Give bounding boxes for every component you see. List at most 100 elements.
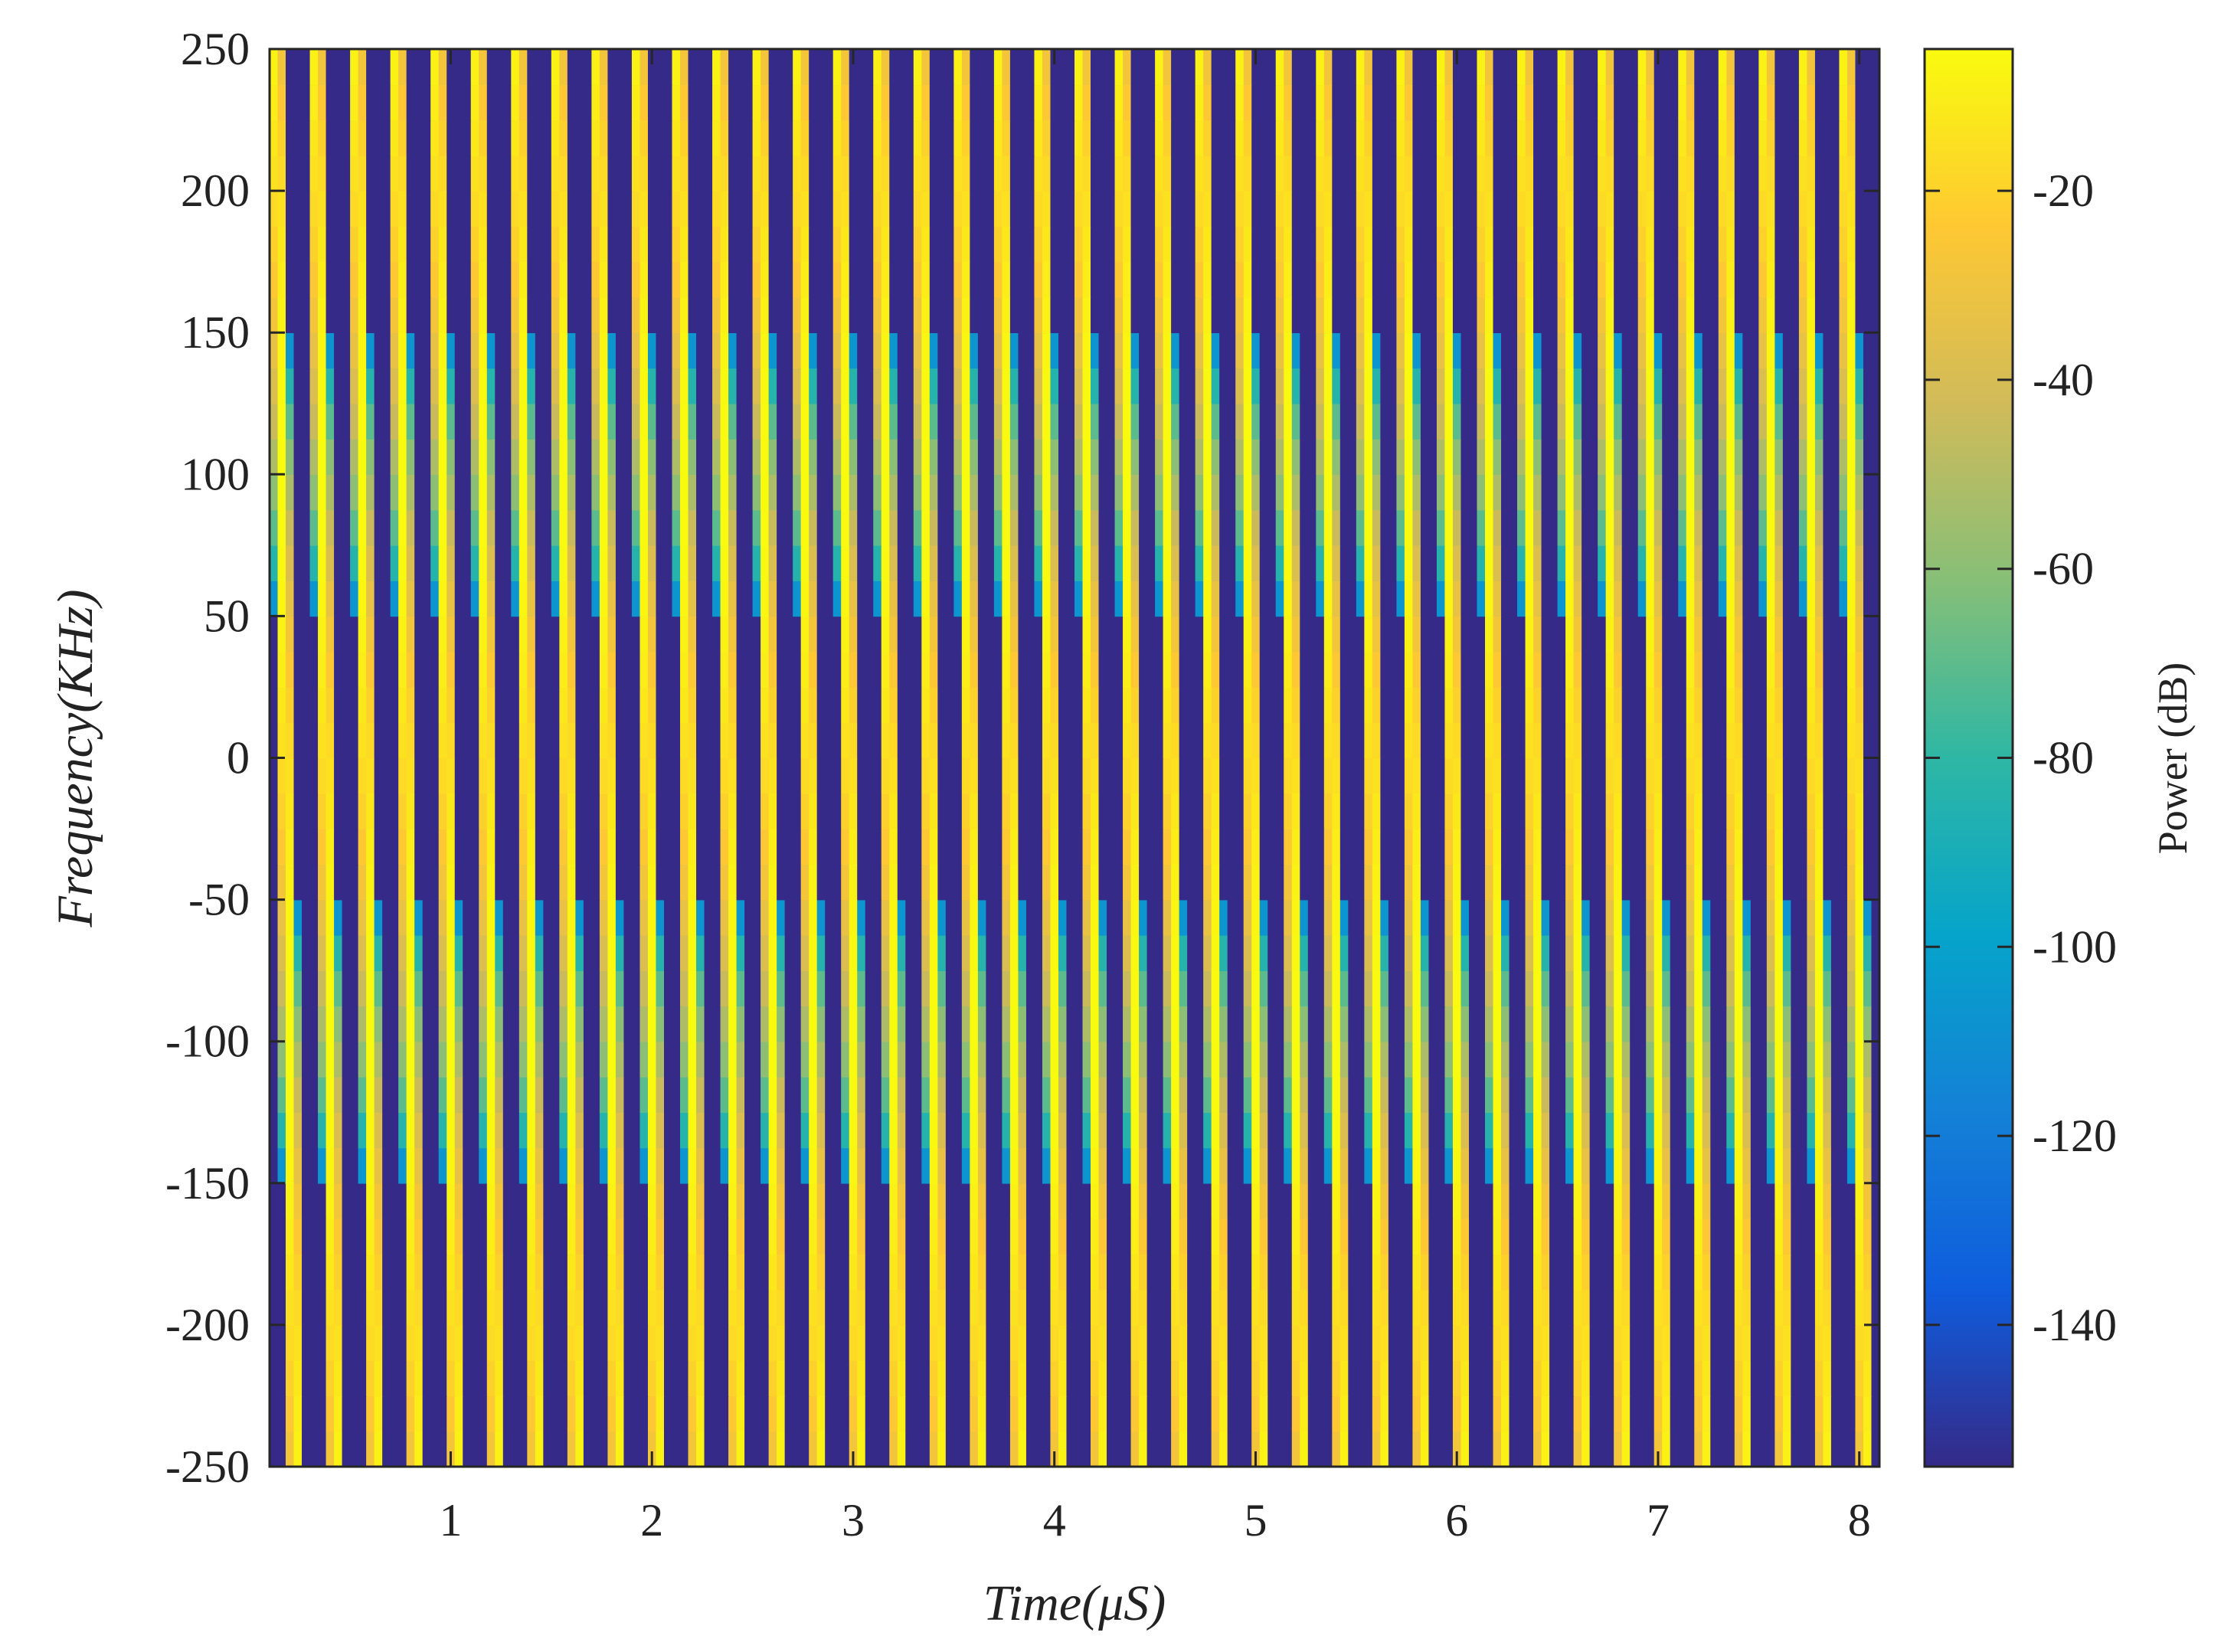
- heatmap-cell: [1549, 1360, 1559, 1397]
- heatmap-cell: [993, 1041, 1003, 1078]
- heatmap-cell: [680, 1360, 689, 1397]
- heatmap-cell: [1477, 864, 1486, 901]
- heatmap-cell: [1791, 864, 1800, 901]
- heatmap-cell: [752, 829, 761, 865]
- heatmap-cell: [1477, 1289, 1486, 1326]
- heatmap-cell: [502, 1041, 512, 1078]
- heatmap-cell: [567, 581, 577, 617]
- heatmap-cell: [1146, 757, 1156, 794]
- heatmap-cell: [1163, 1431, 1172, 1467]
- heatmap-cell: [1581, 1147, 1591, 1184]
- heatmap-cell: [1339, 722, 1349, 759]
- heatmap-cell: [1002, 1076, 1011, 1114]
- heatmap-cell: [752, 1112, 761, 1149]
- heatmap-cell: [1581, 651, 1591, 688]
- heatmap-cell: [1412, 1112, 1421, 1149]
- heatmap-cell: [527, 829, 536, 865]
- heatmap-cell: [656, 1006, 665, 1042]
- heatmap-cell: [551, 722, 561, 759]
- heatmap-cell: [446, 1006, 456, 1042]
- heatmap-cell: [1509, 616, 1518, 653]
- heatmap-cell: [1372, 899, 1382, 936]
- heatmap-cell: [615, 1076, 625, 1114]
- heatmap-cell: [720, 1360, 729, 1397]
- heatmap-cell: [1830, 934, 1840, 971]
- heatmap-cell: [961, 899, 971, 936]
- heatmap-cell: [1211, 1076, 1220, 1114]
- heatmap-cell: [993, 934, 1003, 971]
- heatmap-cell: [1187, 1147, 1196, 1184]
- heatmap-cell: [1082, 970, 1091, 1007]
- heatmap-cell: [1614, 1431, 1623, 1467]
- heatmap-cell: [1726, 1324, 1735, 1361]
- heatmap-cell: [744, 1147, 754, 1184]
- heatmap-cell: [1130, 1324, 1140, 1361]
- heatmap-cell: [599, 864, 609, 901]
- heatmap-cell: [559, 1324, 568, 1361]
- heatmap-cell: [1710, 722, 1719, 759]
- heatmap-cell: [768, 1183, 777, 1219]
- heatmap-cell: [1219, 1431, 1228, 1467]
- heatmap-cell: [1726, 1183, 1735, 1219]
- heatmap-cell: [422, 581, 431, 617]
- heatmap-cell: [583, 1219, 593, 1255]
- heatmap-cell: [970, 1324, 979, 1361]
- heatmap-cell: [1702, 1219, 1712, 1255]
- heatmap-cell: [502, 970, 512, 1007]
- heatmap-cell: [1058, 1112, 1068, 1149]
- heatmap-cell: [1501, 581, 1510, 617]
- heatmap-cell: [1758, 757, 1768, 794]
- heatmap-cell: [857, 1254, 866, 1291]
- heatmap-cell: [1380, 1324, 1389, 1361]
- heatmap-cell: [390, 1254, 399, 1291]
- heatmap-cell: [559, 970, 568, 1007]
- heatmap-cell: [1565, 829, 1575, 865]
- heatmap-cell: [350, 829, 359, 865]
- heatmap-cell: [334, 1219, 343, 1255]
- heatmap-cell: [495, 1041, 504, 1078]
- heatmap-cell: [881, 616, 891, 653]
- heatmap-cell: [1798, 616, 1808, 653]
- heatmap-cell: [1468, 1041, 1478, 1078]
- heatmap-cell: [1533, 1219, 1542, 1255]
- heatmap-cell: [518, 1289, 528, 1326]
- heatmap-cell: [390, 1041, 399, 1078]
- heatmap-cell: [495, 1006, 504, 1042]
- heatmap-cell: [1807, 1289, 1816, 1326]
- heatmap-cell: [1823, 616, 1832, 653]
- heatmap-cell: [1468, 1360, 1478, 1397]
- heatmap-cell: [1468, 1147, 1478, 1184]
- heatmap-cell: [1404, 970, 1414, 1007]
- heatmap-cell: [470, 1076, 480, 1114]
- heatmap-cell: [1211, 1112, 1220, 1149]
- heatmap-cell: [1734, 1254, 1744, 1291]
- heatmap-cell: [1380, 1219, 1389, 1255]
- heatmap-cell: [929, 970, 939, 1007]
- heatmap-cell: [1758, 1219, 1768, 1255]
- heatmap-cell: [1791, 651, 1800, 688]
- heatmap-cell: [913, 757, 923, 794]
- heatmap-cell: [1477, 1324, 1486, 1361]
- heatmap-cell: [1589, 722, 1598, 759]
- heatmap-cell: [680, 722, 689, 759]
- heatmap-cell: [430, 581, 440, 617]
- heatmap-cell: [1219, 1254, 1228, 1291]
- heatmap-cell: [1734, 1324, 1744, 1361]
- heatmap-cell: [1339, 686, 1349, 724]
- heatmap-cell: [768, 793, 777, 829]
- heatmap-cell: [1774, 1006, 1784, 1042]
- heatmap-cell: [873, 1324, 882, 1361]
- heatmap-cell: [1107, 757, 1116, 794]
- heatmap-cell: [816, 934, 826, 971]
- heatmap-cell: [1846, 793, 1856, 829]
- heatmap-cell: [495, 757, 504, 794]
- heatmap-cell: [953, 1076, 963, 1114]
- heatmap-cell: [1742, 1289, 1752, 1326]
- heatmap-cell: [382, 934, 391, 971]
- heatmap-cell: [1195, 616, 1204, 653]
- heatmap-cell: [857, 899, 866, 936]
- heatmap-cell: [1058, 1431, 1068, 1467]
- heatmap-cell: [1396, 616, 1405, 653]
- heatmap-cell: [1863, 864, 1873, 901]
- heatmap-cell: [1195, 1006, 1204, 1042]
